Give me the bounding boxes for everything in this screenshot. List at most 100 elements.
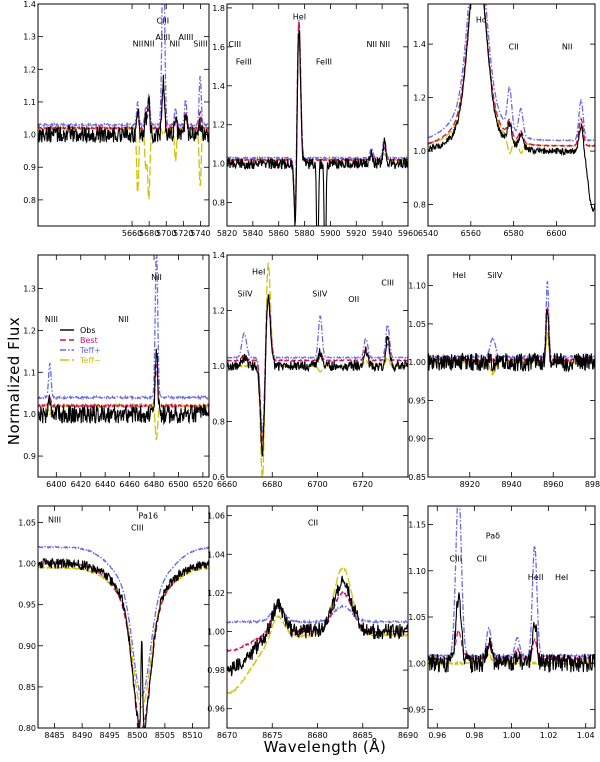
y-tick-label: 0.9	[23, 163, 36, 172]
line-annotation: NIII	[48, 515, 61, 524]
x-tick-label: 6540	[418, 229, 438, 238]
y-tick-label: 1.2	[413, 94, 426, 103]
x-tick-label: 8920	[460, 480, 480, 489]
panel-frame	[37, 3, 210, 227]
y-tick-label: 1.05	[408, 320, 426, 329]
x-tick-label: 8675	[262, 731, 282, 740]
series-best-panel-7	[38, 561, 209, 728]
line-annotation: Pa16	[139, 511, 159, 520]
panel-4: 6400 6420 6440 6460 6480 6500 6520 0.9 1.0 1.1 1.2…	[23, 254, 213, 489]
series-best-panel-2	[227, 21, 408, 211]
y-tick-label: 1.1	[23, 98, 36, 107]
series-teff-minus-panel-3	[428, 4, 595, 155]
y-tick-label: 0.85	[408, 473, 426, 482]
line-annotation: NII	[366, 40, 377, 49]
y-tick-label: 0.6	[212, 473, 225, 482]
line-annotation: CIII	[131, 524, 144, 533]
line-annotation: OII	[348, 295, 359, 304]
x-tick-label: 5700	[156, 229, 176, 238]
x-tick-label: 6420	[71, 480, 91, 489]
series-obs-panel-9	[428, 592, 595, 674]
series-teff-plus-panel-9	[428, 506, 595, 660]
line-annotation: HeI	[555, 573, 568, 582]
x-tick-label: 8940	[501, 480, 521, 489]
y-tick-label: 1.2	[212, 121, 225, 130]
y-tick-label: 0.96	[207, 705, 225, 714]
y-tick-label: 0.8	[413, 201, 426, 210]
y-tick-label: 1.05	[18, 518, 36, 527]
y-tick-label: 0.80	[18, 724, 36, 733]
series-obs-panel-6	[428, 309, 595, 373]
panel-frame	[37, 254, 210, 478]
y-tick-label: 1.00	[408, 358, 426, 367]
line-annotation: SiIV	[487, 271, 503, 280]
panel-frame	[226, 505, 409, 729]
line-annotation: FeIII	[236, 57, 252, 66]
x-tick-label: 1.02	[540, 731, 558, 740]
y-tick-label: 0.95	[408, 706, 426, 715]
x-tick-label: 5940	[372, 229, 392, 238]
x-tick-label: 8690	[398, 731, 418, 740]
series-teff-minus-panel-8	[227, 566, 408, 695]
line-annotation: SiIV	[238, 290, 254, 299]
series-teff-minus-panel-1	[38, 117, 209, 200]
line-annotation: SiIII	[193, 39, 207, 48]
y-tick-label: 0.95	[408, 396, 426, 405]
x-tick-label: 5740	[190, 229, 210, 238]
x-tick-label: 6460	[119, 480, 139, 489]
series-obs-panel-5	[227, 293, 408, 458]
y-tick-label: 0.95	[18, 601, 36, 610]
line-annotation: Paδ	[486, 531, 500, 540]
x-tick-label: 5960	[398, 229, 418, 238]
y-tick-label: 1.4	[212, 82, 225, 91]
x-tick-label: 5860	[269, 229, 289, 238]
series-best-panel-6	[428, 306, 595, 364]
x-tick-label: 6440	[95, 480, 115, 489]
series-obs-panel-3	[428, 4, 595, 213]
line-annotation: NII	[562, 42, 573, 51]
x-tick-label: 6520	[193, 480, 213, 489]
panel-5: 6660 6680 6700 6720 0.6 0.8 1.0 1.2 1.4 HeI SiIV Si…	[212, 251, 409, 489]
y-tick-label: 1.00	[408, 659, 426, 668]
panel-frame	[427, 3, 596, 227]
y-tick-label: 1.0	[212, 160, 225, 169]
x-tick-label: 5820	[217, 229, 237, 238]
y-tick-label: 1.1	[23, 368, 36, 377]
x-tick-label: 6660	[217, 480, 237, 489]
series-best-panel-4	[38, 363, 209, 410]
line-annotation: CIII	[381, 279, 394, 288]
panel-frame	[37, 505, 210, 729]
series-teff-plus-panel-8	[227, 604, 408, 625]
line-annotation: Hα	[476, 16, 487, 25]
series-teff-minus-panel-2	[227, 25, 408, 207]
line-annotation: NII	[379, 40, 390, 49]
x-tick-label: 6500	[168, 480, 188, 489]
x-tick-label: 0.98	[465, 731, 483, 740]
x-tick-label: 8490	[72, 731, 92, 740]
y-tick-label: 0.8	[23, 196, 36, 205]
panel-9: 0.96 0.98 1.00 1.02 1.04 0.95 1.00 1.05 1.10 1.15…	[408, 505, 596, 740]
y-tick-label: 1.10	[408, 567, 426, 576]
line-annotation: CIII	[228, 40, 241, 49]
x-tick-label: 5920	[346, 229, 366, 238]
y-tick-label: 1.10	[408, 282, 426, 291]
x-tick-label: 0.96	[428, 731, 446, 740]
line-annotation: NII	[133, 39, 144, 48]
series-teff-minus-panel-7	[38, 565, 209, 710]
panel-7: 8485 8490 8495 8500 8505 8510 0.80 0.85 0.90 0.95…	[18, 505, 210, 740]
panel-frame	[226, 3, 409, 227]
y-tick-label: 1.04	[207, 550, 225, 559]
y-tick-label: 1.0	[413, 147, 426, 156]
x-tick-label: 6720	[353, 480, 373, 489]
y-tick-label: 0.90	[18, 642, 36, 651]
legend-label: Teff−	[79, 356, 101, 365]
series-teff-plus-panel-3	[428, 4, 595, 142]
series-teff-plus-panel-4	[38, 255, 209, 401]
panel-3: 6540 6560 6580 6600 0.8 1.0 1.2 1.4 Hα CII NII	[413, 3, 596, 238]
x-tick-label: 6700	[307, 480, 327, 489]
series-teff-plus-panel-1	[38, 4, 209, 129]
y-tick-label: 0.8	[212, 199, 225, 208]
